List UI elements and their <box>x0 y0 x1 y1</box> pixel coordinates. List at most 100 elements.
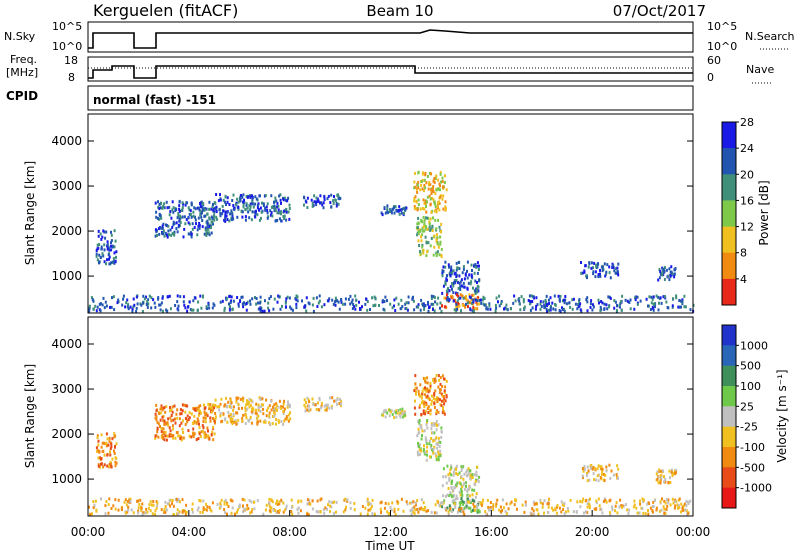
echo-cell <box>609 476 612 480</box>
echo-cell <box>265 503 268 507</box>
echo-cell <box>103 248 106 252</box>
echo-cell <box>593 478 596 481</box>
echo-cell <box>442 377 445 381</box>
echo-cell <box>442 395 445 398</box>
echo-cell <box>113 251 116 255</box>
echo-cell <box>434 177 437 181</box>
echo-cell <box>208 505 211 509</box>
echo-cell <box>95 509 98 513</box>
echo-cell <box>203 435 206 439</box>
echo-cell <box>184 423 187 426</box>
echo-cell <box>188 208 191 212</box>
echo-cell <box>236 411 239 415</box>
echo-cell <box>159 407 162 411</box>
echo-cell <box>466 301 469 305</box>
echo-cell <box>461 271 464 275</box>
echo-cell <box>492 503 495 507</box>
echo-cell <box>425 458 428 462</box>
echo-cell <box>166 206 169 210</box>
echo-cell <box>488 304 491 308</box>
echo-cell <box>137 509 140 513</box>
colorbar-tick-label: 100 <box>740 380 761 393</box>
echo-cell <box>252 205 255 209</box>
echo-cell <box>454 505 457 509</box>
echo-cell <box>440 435 443 439</box>
echo-cell <box>268 509 271 513</box>
echo-cell <box>545 302 548 306</box>
echo-cell <box>582 497 585 501</box>
echo-cell <box>116 301 119 305</box>
echo-cell <box>282 422 285 426</box>
echo-cell <box>420 183 423 187</box>
echo-cell <box>475 265 478 269</box>
echo-cell <box>441 291 444 295</box>
echo-cell <box>445 296 448 300</box>
echo-cell <box>249 299 251 303</box>
echo-cell <box>672 297 675 301</box>
echo-cell <box>306 498 309 502</box>
echo-cell <box>394 309 397 312</box>
echo-cell <box>161 226 164 230</box>
echo-cell <box>366 497 369 501</box>
echo-cell <box>611 266 614 269</box>
echo-cell <box>465 302 467 306</box>
echo-cell <box>109 447 112 451</box>
echo-cell <box>473 264 476 268</box>
echo-cell <box>595 507 598 511</box>
echo-cell <box>113 449 115 453</box>
echo-cell <box>299 509 302 513</box>
echo-cell <box>399 411 402 415</box>
echo-cell <box>174 421 177 425</box>
echo-cell <box>393 298 396 302</box>
echo-cell <box>599 274 602 278</box>
echo-cell <box>176 512 179 516</box>
echo-cell <box>414 382 417 386</box>
echo-cell <box>512 301 515 305</box>
echo-cell <box>369 308 371 311</box>
echo-cell <box>178 217 181 221</box>
echo-cell <box>145 507 148 511</box>
echo-cell <box>156 234 158 237</box>
echo-cell <box>435 210 438 214</box>
echo-cell <box>615 473 618 477</box>
echo-cell <box>267 306 270 310</box>
echo-cell <box>587 469 590 473</box>
echo-cell <box>505 502 508 506</box>
echo-cell <box>193 226 196 229</box>
echo-cell <box>342 510 345 514</box>
echo-cell <box>261 397 264 401</box>
y-tick-label: 4000 <box>51 337 82 351</box>
echo-cell <box>477 268 480 271</box>
echo-cell <box>184 417 187 420</box>
echo-cell <box>160 216 163 220</box>
echo-cell <box>554 308 557 312</box>
echo-cell <box>592 305 595 309</box>
echo-cell <box>257 408 260 412</box>
echo-cell <box>177 308 180 312</box>
echo-cell <box>548 308 550 312</box>
echo-cell <box>450 510 453 513</box>
echo-cell <box>429 384 432 388</box>
echo-cell <box>535 296 538 300</box>
colorbar-segment <box>722 406 736 428</box>
echo-cell <box>198 221 201 225</box>
echo-cell <box>451 282 453 286</box>
echo-cell <box>278 194 281 198</box>
echo-cell <box>231 417 234 421</box>
echo-cell <box>550 506 553 510</box>
echo-cell <box>439 449 442 453</box>
echo-cell <box>579 308 582 312</box>
echo-cell <box>115 442 118 446</box>
echo-cell <box>431 224 434 228</box>
echo-cell <box>650 301 653 305</box>
echo-cell <box>448 298 451 302</box>
echo-cell <box>115 461 118 465</box>
echo-cell <box>428 305 431 309</box>
echo-cell <box>613 269 616 273</box>
echo-cell <box>174 209 177 212</box>
echo-cell <box>200 306 203 310</box>
echo-cell <box>151 512 154 516</box>
echo-cell <box>460 491 463 495</box>
echo-cell <box>242 399 244 403</box>
echo-cell <box>277 418 280 422</box>
